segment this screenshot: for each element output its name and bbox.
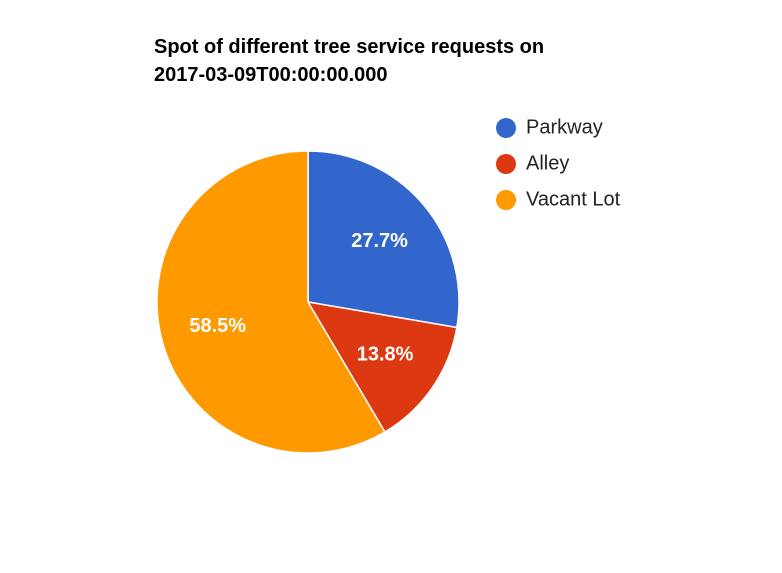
legend-label-vacant-lot: Vacant Lot bbox=[526, 188, 621, 210]
slice-label-vacant-lot: 58.5% bbox=[189, 315, 246, 337]
slice-label-parkway: 27.7% bbox=[351, 230, 408, 252]
chart-title-line-1: Spot of different tree service requests … bbox=[154, 36, 544, 58]
legend-swatch-alley bbox=[496, 154, 516, 174]
legend-label-alley: Alley bbox=[526, 152, 569, 174]
pie-slice-alley bbox=[306, 300, 458, 433]
pie-slice-parkway bbox=[307, 150, 460, 329]
legend-swatch-parkway bbox=[496, 118, 516, 138]
legend-label-parkway: Parkway bbox=[526, 116, 603, 138]
chart-title-line-2: 2017-03-09T00:00:00.000 bbox=[154, 64, 388, 86]
legend: Parkway Alley Vacant Lot bbox=[496, 116, 621, 210]
pie-slices bbox=[156, 150, 460, 454]
pie-slice-labels: 27.7% 13.8% 58.5% bbox=[189, 230, 413, 365]
pie-slice-vacant-lot bbox=[156, 150, 386, 454]
slice-label-alley: 13.8% bbox=[357, 343, 414, 365]
legend-swatch-vacant-lot bbox=[496, 190, 516, 210]
